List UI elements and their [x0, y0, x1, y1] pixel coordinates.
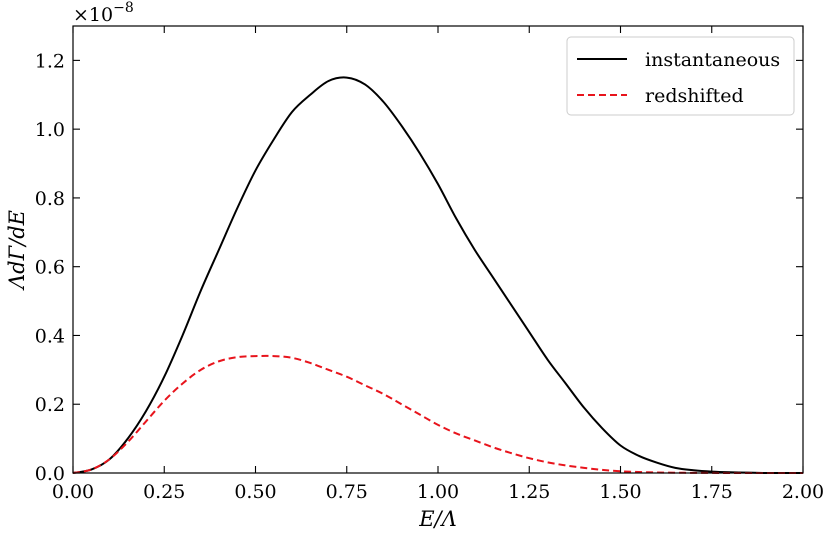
y-scale-base: ×10: [73, 4, 113, 26]
plot-area: [72, 76, 804, 475]
axis-ticks: 0.00 0.25 0.50 0.75 1.00 1.25 1.50 1.75 2.00 0.0 0…: [35, 26, 824, 503]
series-line-instantaneous: [72, 76, 804, 475]
legend-label-redshifted: redshifted: [645, 85, 744, 107]
y-tick-label: 0.0: [35, 463, 65, 485]
x-tick-label: 0.00: [52, 481, 94, 503]
legend: instantaneous redshifted: [566, 36, 795, 116]
plot-frame: [72, 25, 804, 474]
x-tick-label: 2.00: [782, 481, 824, 503]
x-tick-label: 1.50: [599, 481, 641, 503]
y-tick-label: 0.6: [35, 257, 65, 279]
x-tick-label: 0.50: [234, 481, 276, 503]
y-scale-exponent: −8: [113, 0, 134, 16]
x-tick-label: 1.25: [508, 481, 550, 503]
x-tick-label: 1.00: [417, 481, 459, 503]
legend-label-instantaneous: instantaneous: [645, 49, 780, 71]
x-tick-label: 1.75: [691, 481, 733, 503]
series-line-redshifted: [72, 354, 803, 475]
y-tick-label: 1.2: [35, 50, 65, 72]
y-axis-label: ΛdΓ/dE: [5, 210, 29, 291]
x-tick-label: 0.25: [143, 481, 185, 503]
y-tick-label: 0.4: [35, 325, 65, 347]
y-tick-label: 0.2: [35, 394, 65, 416]
y-tick-label: 0.8: [35, 188, 65, 210]
x-tick-label: 0.75: [326, 481, 368, 503]
y-scale-multiplier: ×10−8: [73, 0, 134, 26]
x-axis-label: E/Λ: [418, 507, 457, 531]
y-tick-label: 1.0: [35, 119, 65, 141]
